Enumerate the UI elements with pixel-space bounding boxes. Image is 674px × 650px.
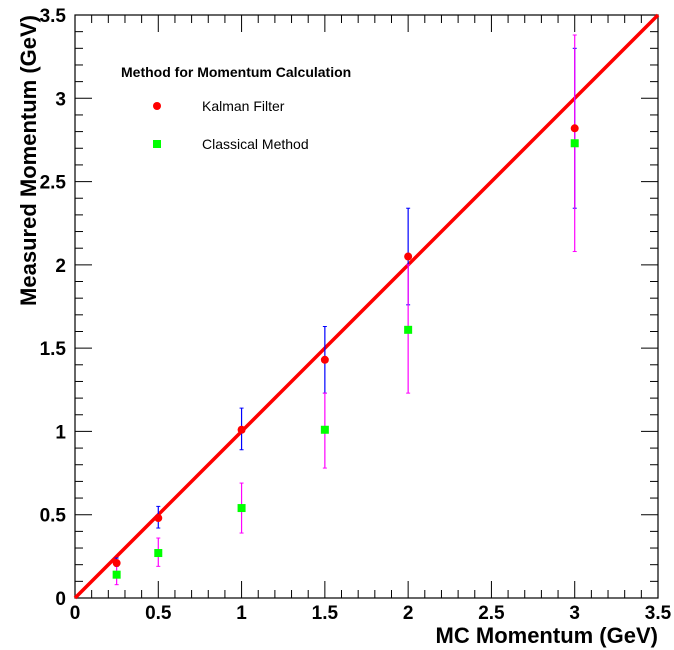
x-tick-label: 2.5 [478,603,505,624]
x-tick-label: 3 [569,603,580,624]
kalman-filter-point [112,559,121,568]
x-tick-label: 1 [236,603,247,624]
kalman-filter-point [154,514,163,523]
y-tick-label: 0 [55,589,66,610]
kalman-filter-point [237,425,246,434]
y-axis-title: Measured Momentum (GeV) [16,15,41,306]
y-tick-label: 1.5 [40,339,67,360]
legend-kalman-filter-marker [153,102,161,110]
x-axis-title: MC Momentum (GeV) [436,623,658,648]
kalman-filter-point [320,355,329,364]
classical-method-point [237,504,246,513]
classical-method-point [154,549,163,558]
y-tick-label: 1 [55,422,66,443]
kalman-filter-point [570,124,579,133]
y-tick-label: 3.5 [40,6,67,27]
y-tick-label: 3 [55,89,66,110]
classical-method-point [112,570,121,579]
x-tick-label: 1.5 [312,603,339,624]
classical-method-point [320,425,329,434]
classical-method-point [404,325,413,334]
y-tick-label: 0.5 [40,506,67,527]
x-tick-label: 2 [403,603,414,624]
legend-title: Method for Momentum Calculation [121,64,351,80]
classical-method-point [570,139,579,148]
legend-kalman-filter-label: Kalman Filter [202,98,285,114]
legend-classical-method-label: Classical Method [202,136,309,152]
x-tick-label: 0 [70,603,81,624]
x-tick-label: 3.5 [645,603,672,624]
kalman-filter-point [404,252,413,261]
legend-classical-method-marker [153,140,161,148]
x-tick-label: 0.5 [145,603,172,624]
y-tick-label: 2.5 [40,173,67,194]
y-tick-label: 2 [55,256,66,277]
fit-line [73,13,660,600]
plot-frame [74,14,659,599]
